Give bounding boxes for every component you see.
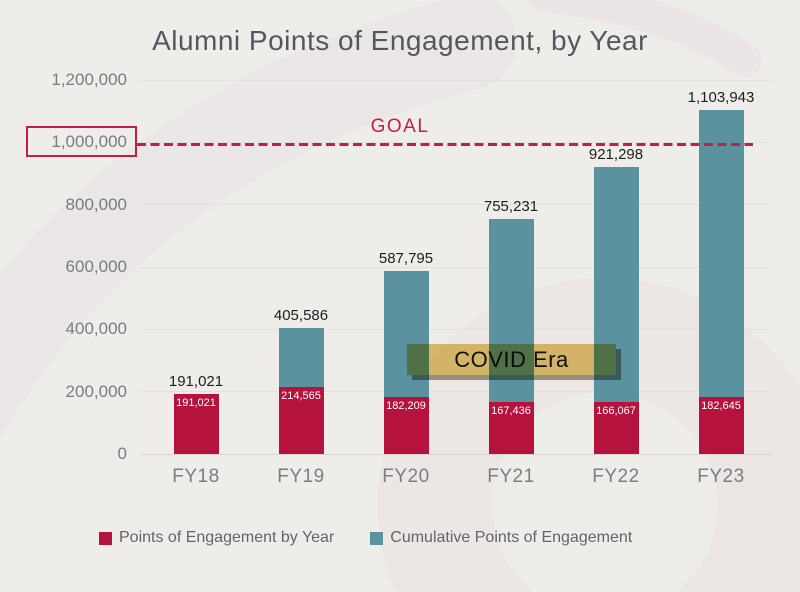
bar-segment-value-label: 182,209 bbox=[386, 400, 426, 413]
bar-segment-value-label: 167,436 bbox=[491, 404, 531, 417]
x-axis-category-label: FY22 bbox=[592, 466, 640, 487]
bar-segment-value-label: 191,021 bbox=[176, 397, 216, 410]
legend-item-cumulative-points: Cumulative Points of Engagement bbox=[370, 529, 632, 547]
cumulative-bar-segment bbox=[383, 270, 429, 398]
cumulative-bar-segment bbox=[698, 109, 744, 398]
legend-swatch-teal-icon bbox=[370, 531, 384, 545]
bar-total-label: 587,795 bbox=[378, 249, 434, 267]
yearly-bar-segment bbox=[278, 387, 324, 454]
cumulative-bar-segment bbox=[278, 327, 324, 388]
bar-total-label: 921,298 bbox=[588, 145, 644, 163]
covid-era-annotation: COVID Era bbox=[407, 344, 616, 375]
legend-swatch-crimson-icon bbox=[99, 531, 112, 545]
bar-segment-value-label: 214,565 bbox=[281, 390, 321, 403]
bar-total-label: 405,586 bbox=[273, 306, 329, 324]
y-axis-tick-label: 800,000 bbox=[65, 194, 127, 214]
goal-label: GOAL bbox=[370, 116, 430, 137]
y-axis-tick-label: 1,000,000 bbox=[51, 132, 127, 152]
bar-segment-value-label: 182,645 bbox=[701, 400, 741, 413]
gridline bbox=[140, 328, 772, 330]
gridline bbox=[140, 453, 772, 455]
yearly-bar-segment bbox=[698, 397, 744, 454]
gridline bbox=[140, 391, 772, 393]
yearly-bar-segment bbox=[488, 401, 534, 454]
gridline bbox=[140, 204, 772, 206]
goal-dashed-line bbox=[137, 143, 753, 146]
gridline bbox=[140, 79, 772, 81]
yearly-bar-segment bbox=[173, 394, 219, 454]
bar-total-label: 1,103,943 bbox=[687, 88, 755, 106]
legend-label-points-by-year: Points of Engagement by Year bbox=[119, 529, 335, 546]
y-axis-tick-label: 400,000 bbox=[65, 319, 127, 339]
bar-total-label: 755,231 bbox=[483, 197, 539, 215]
chart-title: Alumni Points of Engagement, by Year bbox=[152, 25, 648, 56]
y-axis-tick-label: 0 bbox=[117, 444, 127, 463]
bar-segment-value-label: 166,067 bbox=[596, 405, 636, 418]
legend-item-points-by-year: Points of Engagement by Year bbox=[99, 529, 334, 547]
x-axis-category-label: FY18 bbox=[172, 466, 220, 487]
gridline bbox=[140, 141, 772, 143]
x-axis-category-label: FY19 bbox=[277, 466, 325, 487]
y-axis-tick-label: 600,000 bbox=[65, 257, 127, 276]
bar-total-label: 191,021 bbox=[168, 373, 224, 391]
covid-era-label: COVID Era bbox=[454, 347, 569, 372]
legend-label-cumulative-points: Cumulative Points of Engagement bbox=[390, 529, 633, 546]
y-axis-tick-label: 1,200,000 bbox=[51, 70, 127, 89]
goal-target-box bbox=[26, 126, 137, 157]
x-axis-category-label: FY21 bbox=[487, 466, 535, 487]
yearly-bar-segment bbox=[383, 397, 429, 454]
x-axis-category-label: FY23 bbox=[697, 466, 745, 487]
x-axis-category-label: FY20 bbox=[382, 466, 430, 487]
legend: Points of Engagement by Year Cumulative … bbox=[99, 529, 632, 547]
yearly-bar-segment bbox=[593, 402, 639, 454]
y-axis-tick-label: 200,000 bbox=[65, 381, 127, 401]
gridline bbox=[140, 266, 772, 268]
